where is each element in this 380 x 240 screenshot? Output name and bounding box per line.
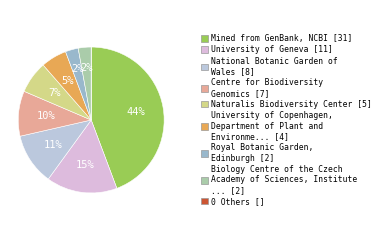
Legend: Mined from GenBank, NCBI [31], University of Geneva [11], National Botanic Garde: Mined from GenBank, NCBI [31], Universit…: [201, 34, 372, 206]
Text: 5%: 5%: [62, 76, 74, 86]
Text: 10%: 10%: [37, 111, 55, 121]
Wedge shape: [24, 65, 91, 120]
Text: 44%: 44%: [126, 107, 145, 117]
Wedge shape: [78, 47, 91, 120]
Wedge shape: [91, 47, 164, 188]
Wedge shape: [48, 120, 117, 193]
Wedge shape: [66, 48, 91, 120]
Text: 7%: 7%: [48, 88, 61, 98]
Text: 11%: 11%: [44, 140, 63, 150]
Text: 2%: 2%: [80, 63, 93, 73]
Wedge shape: [43, 52, 91, 120]
Wedge shape: [18, 91, 91, 136]
Text: 15%: 15%: [76, 160, 95, 170]
Text: 2%: 2%: [71, 64, 84, 74]
Wedge shape: [20, 120, 91, 179]
